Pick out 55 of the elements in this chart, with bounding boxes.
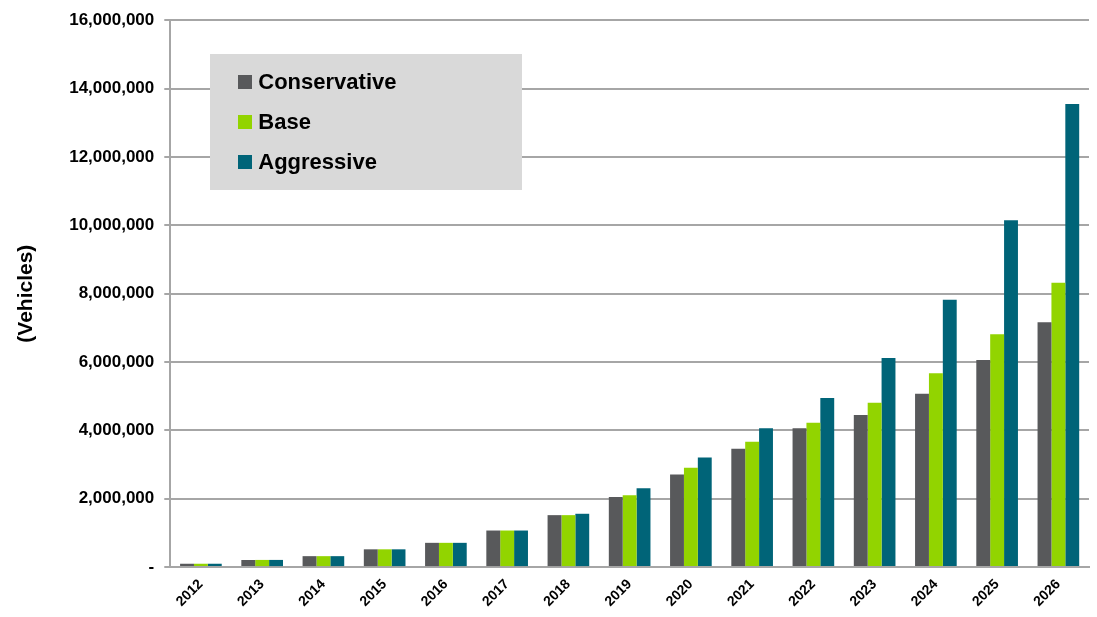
bar — [853, 414, 868, 567]
bar — [622, 495, 637, 567]
bar — [316, 556, 331, 567]
y-tick-label: 8,000,000 — [78, 283, 155, 303]
bar — [1051, 282, 1066, 567]
bar — [1004, 220, 1018, 567]
bar — [820, 397, 835, 567]
bar — [881, 357, 896, 567]
bar — [561, 515, 576, 567]
y-tick-label: 14,000,000 — [69, 78, 155, 98]
bar — [452, 542, 467, 567]
bar — [425, 542, 439, 567]
legend-label: Conservative — [258, 69, 397, 96]
legend-label: Base — [258, 109, 311, 136]
bar — [745, 441, 760, 567]
bar — [942, 299, 957, 567]
bar — [867, 402, 882, 567]
bar — [377, 549, 392, 567]
bar — [636, 488, 651, 567]
bar — [363, 549, 378, 567]
y-tick-label: 4,000,000 — [78, 420, 155, 440]
bar — [806, 422, 821, 567]
bar — [575, 513, 590, 567]
y-tick-label: - — [148, 556, 155, 576]
bar — [792, 428, 807, 567]
bar — [486, 530, 501, 567]
bar — [547, 515, 562, 567]
bar — [670, 474, 684, 567]
bar — [391, 549, 406, 567]
bar — [915, 393, 929, 567]
bar — [976, 359, 991, 567]
bar — [330, 556, 345, 567]
y-tick-label: 2,000,000 — [78, 488, 155, 508]
bar — [759, 428, 773, 567]
legend-label: Aggressive — [258, 149, 377, 176]
bar — [1037, 322, 1052, 567]
bar — [608, 497, 623, 567]
y-tick-label: 6,000,000 — [78, 351, 155, 371]
bar — [683, 467, 698, 567]
bar — [241, 559, 256, 567]
y-axis-title: (Vehicles) — [13, 244, 37, 343]
bar — [438, 542, 453, 567]
bar — [500, 530, 515, 567]
bar — [269, 559, 283, 567]
bar — [731, 448, 746, 567]
bar — [1065, 103, 1080, 567]
bar — [255, 559, 270, 567]
y-tick-label: 16,000,000 — [69, 9, 155, 29]
bar — [697, 457, 712, 567]
bar — [514, 530, 528, 567]
bar — [990, 334, 1005, 567]
bar — [928, 373, 943, 567]
y-tick-label: 10,000,000 — [69, 214, 155, 234]
bar — [302, 556, 317, 567]
y-tick-label: 12,000,000 — [69, 146, 155, 166]
